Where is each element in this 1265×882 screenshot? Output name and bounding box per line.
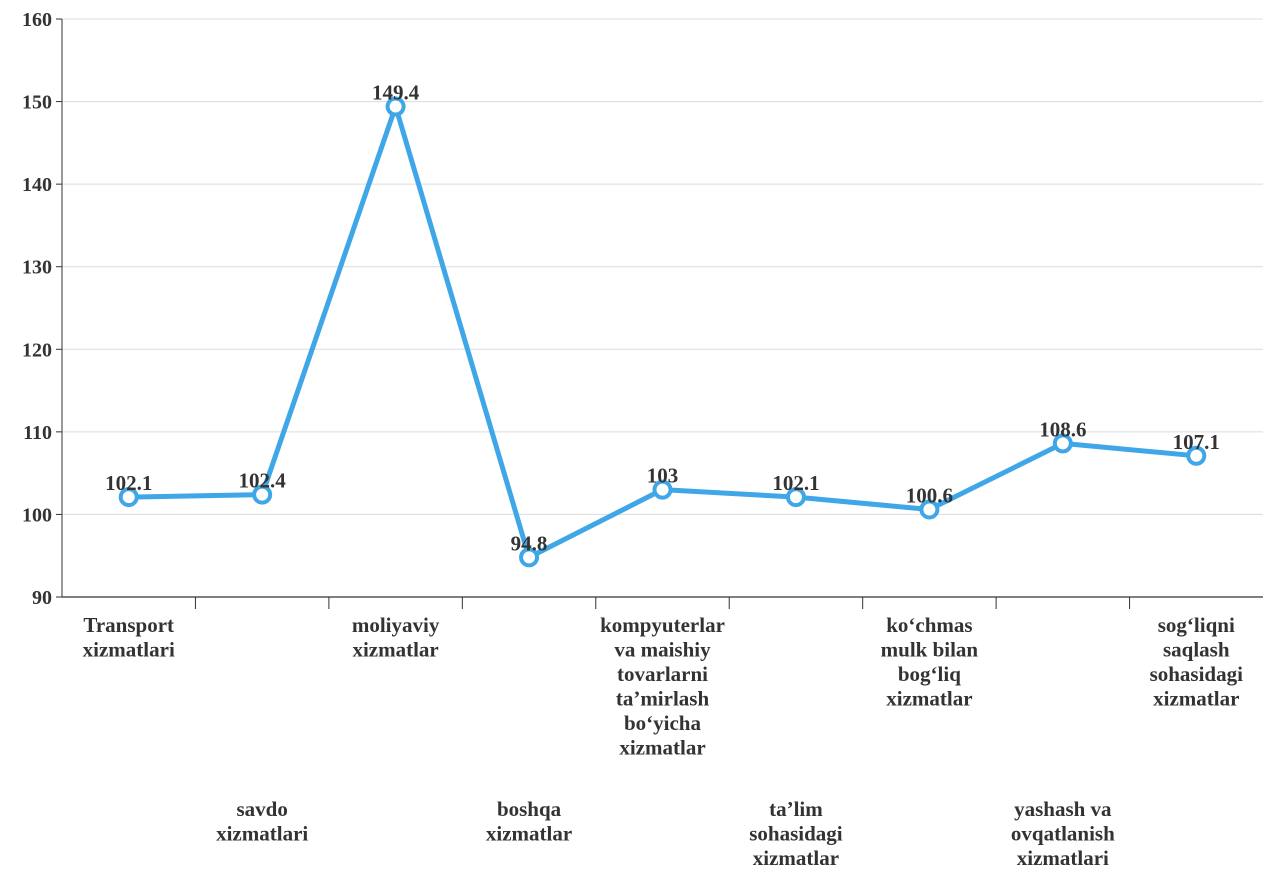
- x-category-label-line: Transport: [83, 613, 174, 637]
- x-category-label-line: sog‘liqni: [1158, 613, 1235, 637]
- data-point: [252, 484, 273, 505]
- x-category-label: sog‘liqni saqlash sohasidagi xizmatlar: [1150, 613, 1244, 711]
- x-category-label-line: ta’mirlash: [616, 687, 710, 711]
- x-category-label: ta’lim sohasidagi xizmatlar: [749, 797, 843, 870]
- data-point: [1052, 433, 1073, 454]
- x-category-label-line: tovarlarni: [617, 662, 708, 686]
- y-axis: 90 100 110 120 130 140 150 160: [22, 9, 63, 609]
- x-category-label-line: mulk bilan: [881, 638, 979, 662]
- data-label: 100.6: [906, 483, 953, 507]
- data-point: [652, 479, 673, 500]
- gridlines: [62, 18, 1263, 515]
- data-points: [118, 96, 1207, 568]
- data-label: 107.1: [1173, 430, 1220, 454]
- x-category-label: ko‘chmas mulk bilan bog‘liq xizmatlar: [881, 613, 979, 711]
- x-category-label: savdo xizmatlari: [216, 797, 308, 846]
- x-category-label: boshqa xizmatlar: [486, 797, 572, 846]
- data-label: 94.8: [511, 531, 548, 555]
- y-tick-label: 140: [22, 174, 52, 196]
- data-label: 108.6: [1039, 417, 1086, 441]
- x-category-label-line: bo‘yicha: [624, 711, 702, 735]
- x-category-label: Transport xizmatlari: [83, 613, 175, 662]
- x-category-label-line: ko‘chmas: [886, 613, 972, 637]
- y-tick-label: 160: [22, 9, 52, 31]
- x-category-label-line: xizmatlar: [486, 822, 572, 846]
- data-point: [118, 487, 139, 508]
- x-category-label: moliyaviy xizmatlar: [352, 613, 440, 662]
- x-category-label-line: ovqatlanish: [1011, 822, 1115, 846]
- x-category-label-line: ta’lim: [769, 797, 823, 821]
- x-category-label-line: bog‘liq: [898, 662, 961, 686]
- x-category-label-line: kompyuterlar: [600, 613, 725, 637]
- data-label: 102.1: [772, 471, 819, 495]
- x-category-label-line: xizmatlar: [1153, 687, 1239, 711]
- x-category-label-line: va maishiy: [614, 638, 711, 662]
- x-category-label: kompyuterlar va maishiy tovarlarni ta’mirla…: [600, 613, 725, 760]
- data-point: [519, 547, 540, 568]
- data-point: [1186, 445, 1207, 466]
- y-tick-label: 100: [22, 504, 52, 526]
- y-tick-label: 90: [32, 587, 52, 609]
- x-category-label-line: xizmatlari: [83, 638, 175, 662]
- x-category-label-line: moliyaviy: [352, 613, 440, 637]
- x-category-label: yashash va ovqatlanish xizmatlari: [1011, 797, 1115, 870]
- x-category-label-line: xizmatlari: [216, 822, 308, 846]
- data-point: [919, 499, 940, 520]
- x-category-label-line: yashash va: [1014, 797, 1112, 821]
- x-category-label-line: savdo: [236, 797, 287, 821]
- data-point: [785, 487, 806, 508]
- y-tick-label: 110: [23, 422, 52, 444]
- data-point: [385, 96, 406, 117]
- x-category-label-line: xizmatlari: [1017, 846, 1109, 870]
- y-tick-label: 130: [22, 257, 52, 279]
- x-category-label-line: xizmatlar: [619, 736, 705, 760]
- x-category-label-line: boshqa: [497, 797, 562, 821]
- y-tick-label: 120: [22, 339, 52, 361]
- data-label: 149.4: [372, 81, 420, 105]
- x-category-label-line: xizmatlar: [753, 846, 839, 870]
- data-labels: 102.1 102.4 149.4 94.8 103 102.1 100.6 108.6 107…: [105, 81, 1220, 556]
- x-category-label-line: xizmatlar: [886, 687, 972, 711]
- data-label: 102.1: [105, 471, 152, 495]
- x-category-label-line: xizmatlar: [352, 638, 438, 662]
- data-label: 103: [647, 464, 679, 488]
- x-category-label-line: sohasidagi: [749, 822, 843, 846]
- data-label: 102.4: [239, 469, 287, 493]
- x-category-label-line: saqlash: [1163, 638, 1230, 662]
- y-tick-label: 150: [22, 92, 52, 114]
- x-category-label-line: sohasidagi: [1150, 662, 1244, 686]
